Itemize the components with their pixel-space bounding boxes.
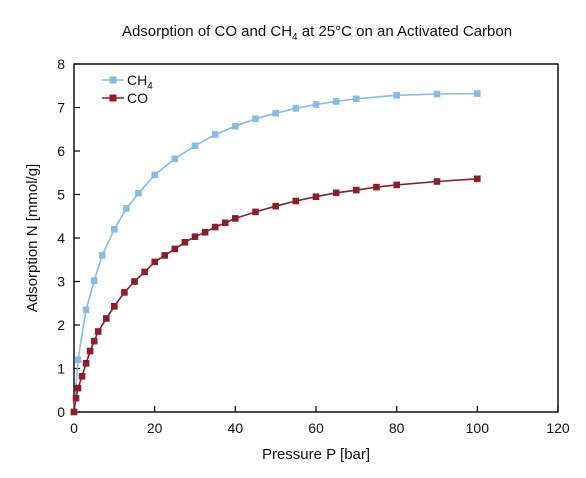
x-axis: 0 20 40 60 80 100 120 <box>70 406 570 436</box>
data-point-ch4 <box>312 101 320 108</box>
y-tick-label: 1 <box>57 361 65 377</box>
data-point-co <box>103 315 110 322</box>
data-point-ch4 <box>111 226 118 233</box>
data-point-co <box>181 239 189 246</box>
data-point-co <box>111 303 118 310</box>
chart-title: Adsorption of CO and CH4 at 25°C on an A… <box>122 23 512 43</box>
x-tick-label: 120 <box>546 420 570 436</box>
data-point-co <box>90 337 98 345</box>
data-point-co <box>353 186 360 194</box>
data-point-co <box>94 328 102 335</box>
data-point-co <box>221 219 229 227</box>
data-point-co <box>74 384 82 392</box>
data-point-co <box>82 360 90 367</box>
data-point-co <box>141 268 148 276</box>
data-point-co <box>121 289 128 296</box>
y-tick-label: 8 <box>57 56 65 72</box>
data-point-ch4 <box>123 205 130 212</box>
data-point-co <box>433 178 441 185</box>
data-point-co <box>292 197 300 205</box>
legend-co-label: CO <box>127 90 148 106</box>
data-point-ch4 <box>272 109 279 117</box>
x-tick-label: 40 <box>228 420 244 436</box>
y-tick-label: 6 <box>57 143 65 159</box>
data-point-co <box>72 394 80 402</box>
plot-frame <box>73 63 559 413</box>
y-axis-title: Adsorption N [mmol/g] <box>24 164 41 312</box>
series-line-ch4 <box>73 92 478 413</box>
data-point-ch4 <box>292 105 300 112</box>
y-tick-label: 2 <box>57 317 65 333</box>
data-point-co <box>171 245 179 253</box>
data-point-ch4 <box>353 95 360 103</box>
series-layer <box>70 90 481 416</box>
data-point-co <box>272 202 279 210</box>
y-tick-label: 4 <box>57 230 65 246</box>
data-point-ch4 <box>211 131 219 138</box>
x-axis-title: Pressure P [bar] <box>262 446 370 463</box>
legend-co-marker <box>109 94 117 102</box>
legend-ch4-label: CH4 <box>127 72 153 92</box>
y-axis: 0 1 2 3 4 5 6 7 8 <box>57 56 80 420</box>
data-point-ch4 <box>135 189 142 197</box>
data-point-co <box>191 233 199 240</box>
data-point-co <box>86 347 94 355</box>
data-point-ch4 <box>98 252 106 259</box>
x-tick-label: 20 <box>147 420 163 436</box>
y-tick-label: 0 <box>57 404 65 420</box>
data-point-co <box>373 183 380 191</box>
data-point-ch4 <box>474 90 481 97</box>
data-point-co <box>151 258 158 266</box>
data-point-co <box>474 175 481 183</box>
data-point-co <box>78 373 86 380</box>
legend: CH4 CO <box>102 72 153 106</box>
data-point-co <box>332 189 340 197</box>
data-point-co <box>211 223 219 231</box>
data-point-co <box>393 181 400 189</box>
x-tick-label: 0 <box>70 420 78 436</box>
x-tick-label: 80 <box>389 420 405 436</box>
y-tick-label: 7 <box>57 100 65 116</box>
data-point-ch4 <box>82 306 90 314</box>
data-point-co <box>312 193 320 200</box>
data-point-co <box>161 252 168 259</box>
data-point-co <box>252 208 259 216</box>
data-point-ch4 <box>252 115 259 123</box>
data-point-ch4 <box>90 277 98 284</box>
data-point-co <box>232 215 239 222</box>
data-point-co <box>70 408 78 416</box>
legend-ch4-marker <box>109 76 117 84</box>
data-point-ch4 <box>332 98 340 105</box>
series-line-co <box>73 178 478 413</box>
data-point-ch4 <box>171 155 179 163</box>
x-tick-label: 60 <box>308 420 324 436</box>
data-point-ch4 <box>151 171 158 179</box>
y-tick-label: 3 <box>57 274 65 290</box>
data-point-ch4 <box>191 142 199 150</box>
data-point-ch4 <box>74 356 82 364</box>
data-point-co <box>131 278 138 285</box>
data-point-ch4 <box>433 90 441 98</box>
data-point-co <box>201 229 209 236</box>
data-point-ch4 <box>393 92 400 99</box>
x-tick-label: 100 <box>466 420 490 436</box>
y-tick-label: 5 <box>57 187 65 203</box>
data-point-ch4 <box>232 122 239 130</box>
